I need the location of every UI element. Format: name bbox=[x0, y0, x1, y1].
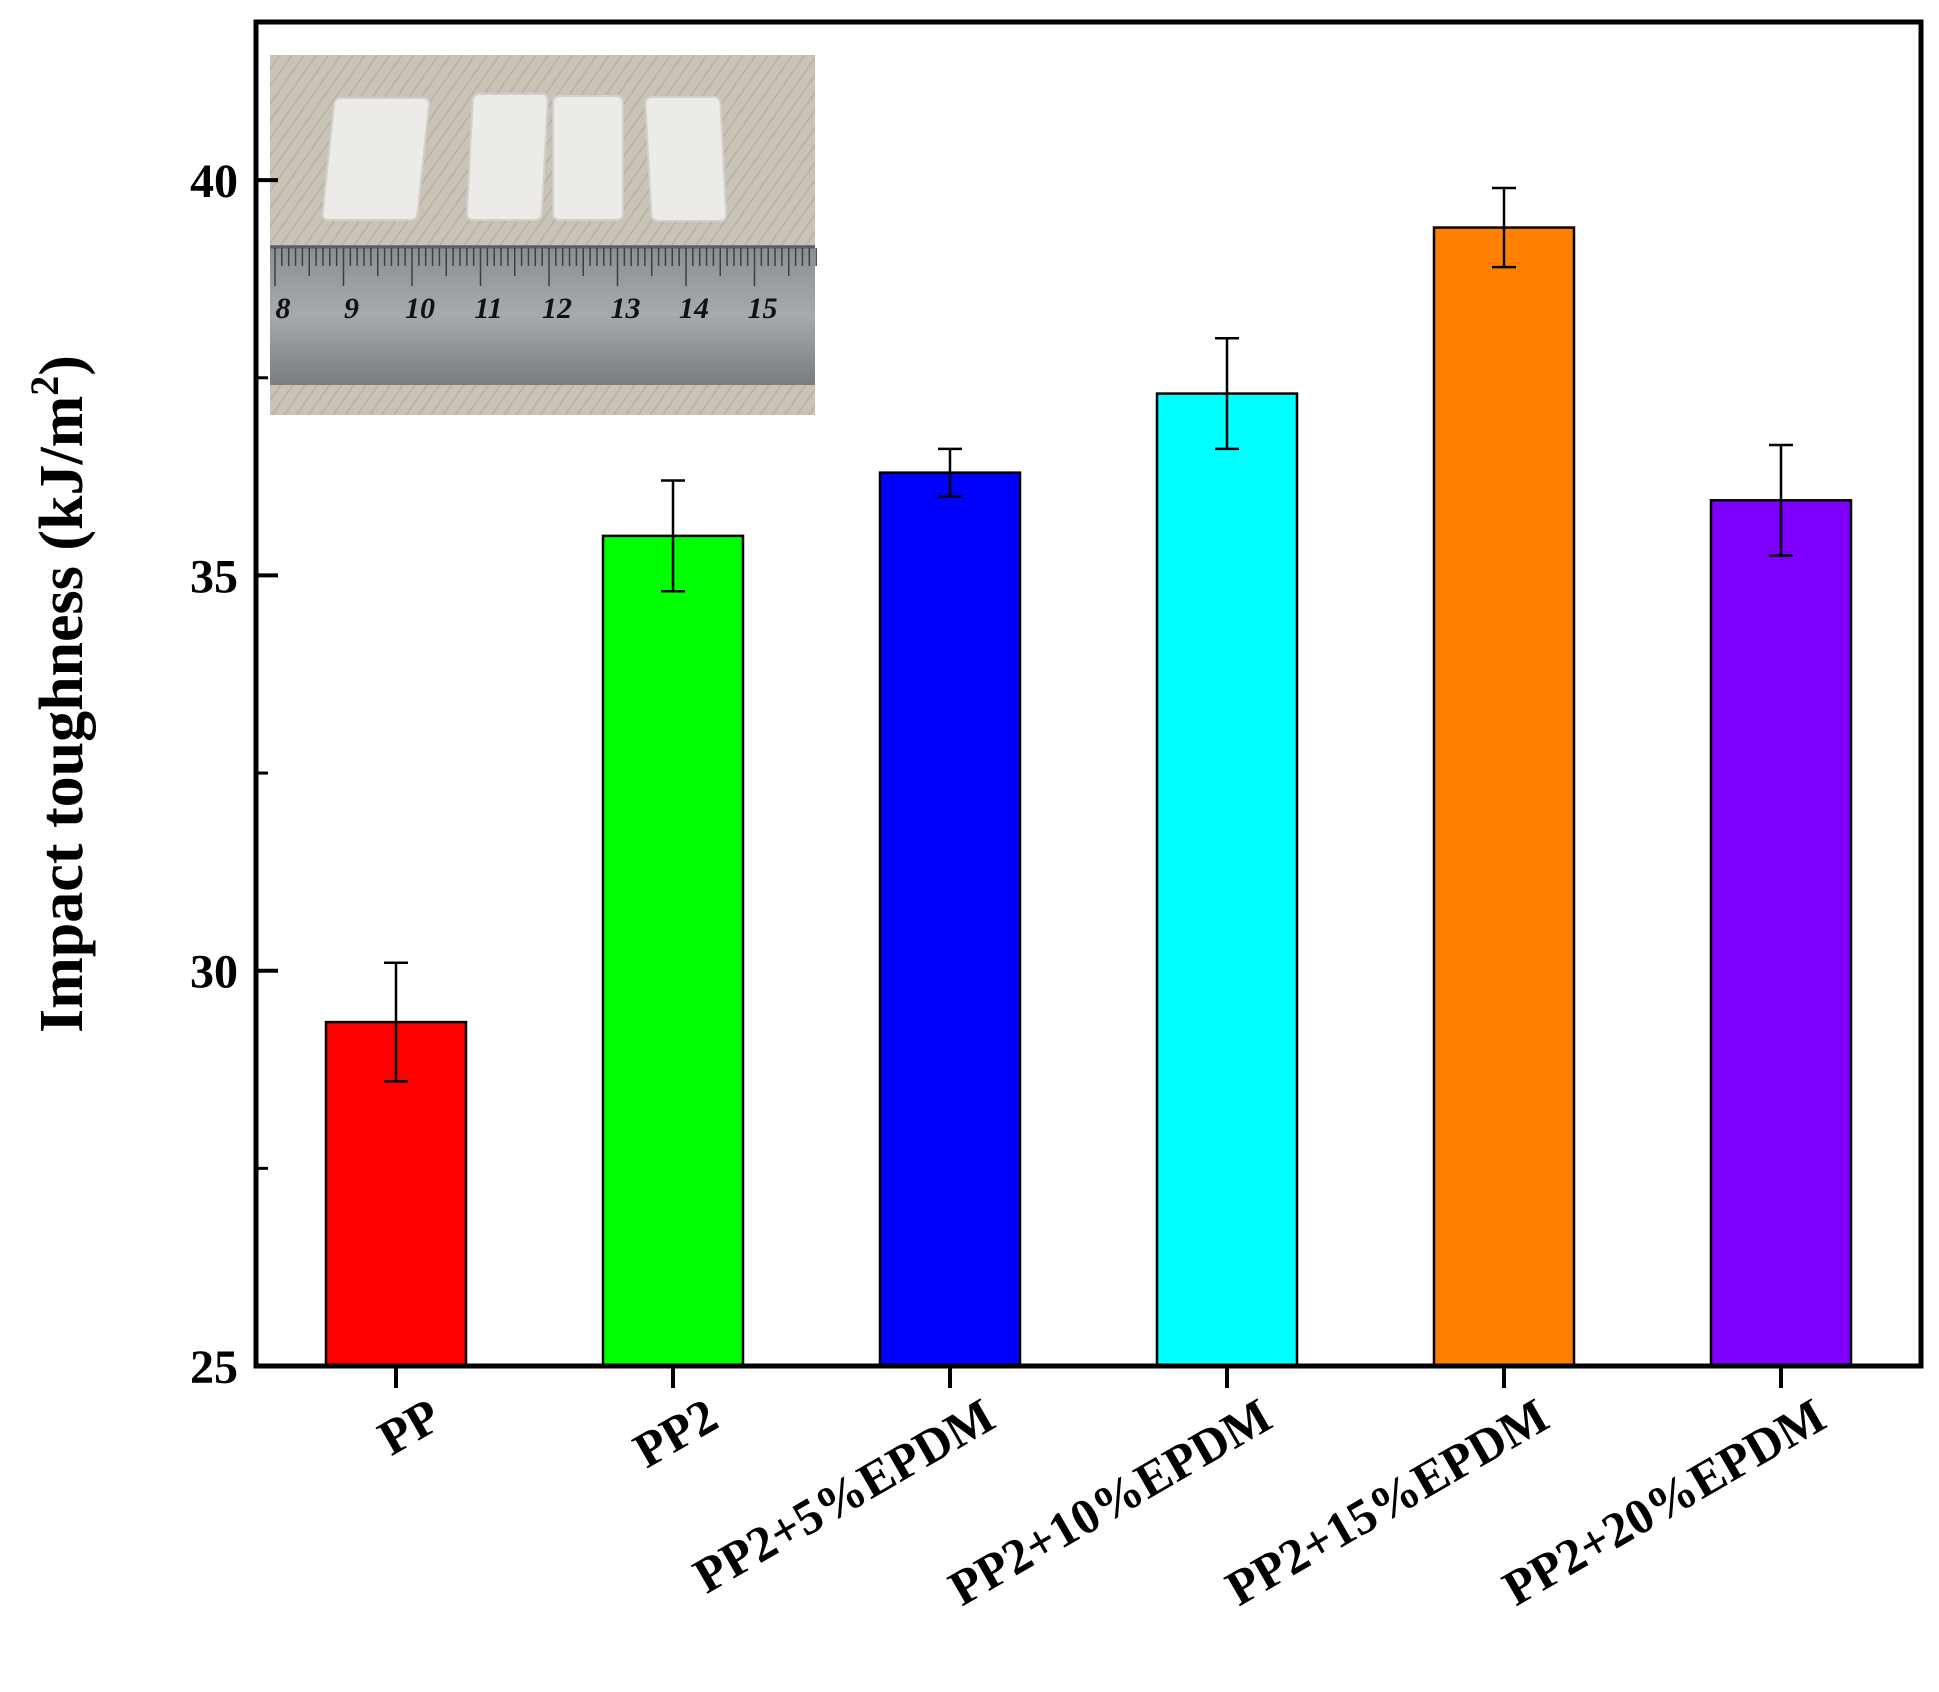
ruler bbox=[270, 245, 815, 385]
y-axis-title-close: ) bbox=[28, 355, 96, 376]
ruler-number: 9 bbox=[344, 292, 359, 325]
bar-pp2-15-epdm bbox=[1432, 226, 1576, 1368]
error-bar bbox=[661, 479, 685, 593]
bar-pp2 bbox=[601, 534, 745, 1368]
ruler-numbers: 8 9 10 11 12 13 14 15 bbox=[276, 292, 778, 325]
specimen-bar bbox=[465, 93, 549, 221]
ruler-number: 11 bbox=[474, 292, 502, 325]
ruler-ticks bbox=[274, 248, 817, 286]
x-tick-label: PP bbox=[369, 1387, 450, 1466]
error-bar bbox=[938, 447, 962, 498]
ruler-number: 14 bbox=[679, 292, 709, 325]
error-bar bbox=[1215, 336, 1239, 451]
ruler-number: 13 bbox=[611, 292, 641, 325]
specimen-bar bbox=[644, 96, 728, 222]
specimen-bar bbox=[552, 95, 624, 221]
ruler-number: 8 bbox=[276, 292, 291, 325]
y-tick-label: 30 bbox=[190, 946, 238, 999]
y-axis-title: Impact toughness (kJ/m2) bbox=[22, 355, 96, 1033]
y-tick-label: 40 bbox=[190, 155, 238, 208]
y-tick-label: 35 bbox=[190, 550, 238, 603]
x-tick-label: PP2 bbox=[624, 1387, 727, 1479]
error-bars bbox=[384, 186, 1793, 1083]
y-axis-title-main: Impact toughness (kJ/m bbox=[28, 396, 96, 1033]
specimen-bar bbox=[321, 97, 431, 221]
ruler-number: 15 bbox=[748, 292, 778, 325]
plot-frame bbox=[253, 19, 1924, 1369]
bar-pp2-20-epdm bbox=[1709, 499, 1853, 1368]
error-bar bbox=[1492, 186, 1516, 269]
bar-pp2-5-epdm bbox=[878, 471, 1022, 1368]
x-tick-labels: PP PP2PP2+5%EPDMPP2+10%EPDMPP2+15%EPDMPP2… bbox=[369, 1387, 1835, 1616]
bar-pp2-10-epdm bbox=[1155, 392, 1299, 1368]
inset-photo: 8 9 10 11 12 13 14 15 bbox=[270, 55, 817, 415]
y-ticks: 25 30 35 40 bbox=[190, 155, 278, 1394]
error-bar bbox=[384, 961, 408, 1083]
ruler-number: 10 bbox=[405, 292, 435, 325]
y-axis-title-sup: 2 bbox=[22, 376, 67, 396]
y-tick-label: 25 bbox=[190, 1341, 238, 1394]
x-ticks bbox=[394, 1366, 1783, 1388]
error-bar bbox=[1769, 443, 1793, 557]
specimen-bars bbox=[321, 93, 728, 222]
ruler-number: 12 bbox=[542, 292, 572, 325]
